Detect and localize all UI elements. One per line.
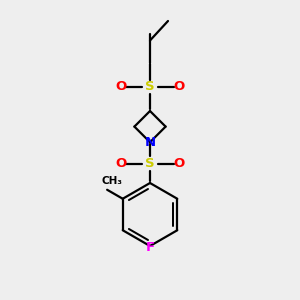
- Text: CH₃: CH₃: [102, 176, 123, 186]
- Text: S: S: [145, 80, 155, 94]
- Text: S: S: [145, 157, 155, 170]
- Text: O: O: [173, 157, 184, 170]
- Text: O: O: [116, 80, 127, 94]
- Text: N: N: [144, 136, 156, 149]
- Text: O: O: [116, 157, 127, 170]
- Text: O: O: [173, 80, 184, 94]
- Text: F: F: [146, 241, 154, 254]
